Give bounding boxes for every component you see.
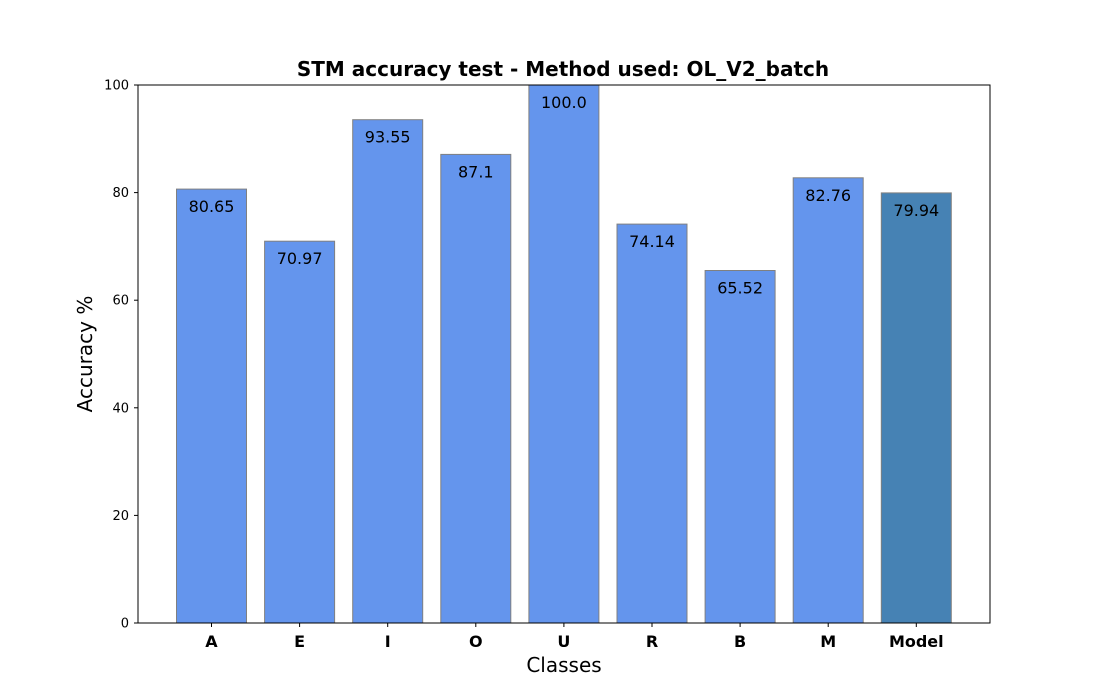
y-tick-label-40: 40: [112, 401, 129, 416]
bar-m: [792, 177, 864, 624]
data-label-r: 74.14: [629, 232, 675, 251]
bar-model: [880, 192, 952, 624]
x-tick-label-b: B: [734, 632, 746, 651]
data-label-i: 93.55: [365, 128, 411, 147]
x-tick-label-i: I: [385, 632, 391, 651]
bar-o: [440, 153, 512, 624]
x-axis-label: Classes: [526, 653, 601, 677]
y-tick-label-80: 80: [112, 186, 129, 201]
data-label-u: 100.0: [541, 93, 587, 112]
bar-r: [616, 223, 688, 624]
bar-u: [528, 84, 600, 624]
y-tick-label-20: 20: [112, 509, 129, 524]
x-tick-label-o: O: [469, 632, 483, 651]
x-axis: A E I O U R B M Model: [205, 623, 944, 651]
y-tick-label-60: 60: [112, 294, 129, 309]
bar-i: [352, 119, 424, 624]
y-tick-label-0: 0: [121, 617, 129, 632]
y-tick-label-100: 100: [104, 79, 129, 94]
bar-b: [704, 270, 776, 624]
data-label-e: 70.97: [277, 249, 323, 268]
y-axis-label: Accuracy %: [73, 296, 97, 413]
y-axis: 0 20 40 60 80 100: [104, 79, 138, 632]
bar-e: [264, 240, 336, 624]
data-label-model: 79.94: [893, 201, 939, 220]
bars-layer: [176, 84, 952, 624]
data-label-b: 65.52: [717, 279, 763, 298]
x-tick-label-model: Model: [889, 632, 944, 651]
data-label-a: 80.65: [189, 197, 235, 216]
x-tick-label-r: R: [646, 632, 658, 651]
x-tick-label-a: A: [205, 632, 218, 651]
chart-title: STM accuracy test - Method used: OL_V2_b…: [297, 57, 829, 81]
x-tick-label-u: U: [557, 632, 570, 651]
x-tick-label-e: E: [294, 632, 305, 651]
x-tick-label-m: M: [820, 632, 836, 651]
data-label-m: 82.76: [805, 186, 851, 205]
bar-a: [176, 188, 247, 624]
data-label-o: 87.1: [458, 162, 494, 181]
data-labels-layer: 80.65 70.97 93.55 87.1 100.0 74.14 65.52 82.76 7…: [189, 93, 940, 298]
